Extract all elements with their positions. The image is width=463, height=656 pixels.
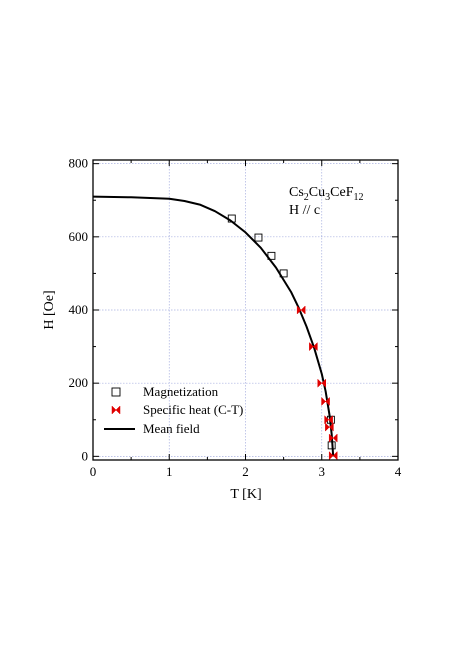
mean-field-line [92, 195, 335, 457]
specific-heat-point [325, 422, 334, 432]
x-tick-label: 4 [395, 464, 402, 479]
legend-marker-specific-heat [111, 405, 121, 415]
series-layer [92, 195, 338, 461]
magnetization-point [254, 233, 263, 242]
magnetization-point [267, 251, 276, 260]
grid-lines [93, 160, 398, 460]
legend-marker-magnetization [111, 387, 121, 397]
compound-formula: Cs2Cu3CeF12 [289, 185, 363, 203]
specific-heat-point [317, 378, 326, 388]
specific-heat-point [296, 305, 306, 315]
legend-label-mean-field: Mean field [143, 421, 200, 436]
legend-label-magnetization: Magnetization [143, 384, 219, 399]
y-tick-label: 200 [69, 375, 89, 390]
y-tick-label: 0 [82, 448, 89, 463]
y-tick-label: 400 [69, 302, 89, 317]
magnetization-point [327, 441, 336, 450]
x-axis-label: T [K] [230, 487, 261, 502]
y-tick-label: 600 [69, 229, 89, 244]
legend-label-specific-heat: Specific heat (C-T) [143, 402, 243, 417]
y-tick-label: 800 [69, 156, 89, 171]
magnetization-point [279, 269, 288, 278]
specific-heat-point [328, 433, 338, 443]
x-tick-label: 0 [90, 464, 97, 479]
field-direction-label: H // c [289, 203, 320, 218]
y-axis-label: H [Oe] [42, 290, 57, 329]
specific-heat-point [328, 451, 338, 461]
x-tick-label: 3 [319, 464, 326, 479]
axis-ticks: 0 1 2 3 4 0 200 400 600 800 [69, 156, 402, 479]
specific-heat-point [309, 341, 318, 352]
x-tick-label: 1 [166, 464, 173, 479]
specific-heat-point [324, 415, 333, 425]
x-tick-label: 2 [242, 464, 249, 479]
legend: Magnetization Specific heat (C-T) Mean f… [104, 384, 243, 436]
specific-heat-point [321, 396, 330, 407]
magnetization-point [227, 214, 236, 223]
